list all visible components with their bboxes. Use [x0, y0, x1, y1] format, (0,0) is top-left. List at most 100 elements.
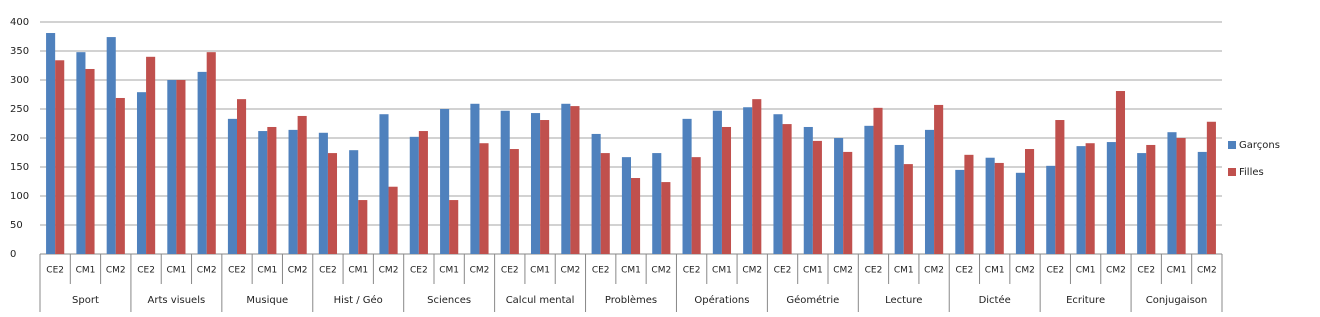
x-tick-label: CM1 [712, 266, 732, 276]
bar [1167, 132, 1177, 254]
bar [1146, 144, 1156, 254]
group-label: Dictée [979, 294, 1011, 306]
x-tick-label: CM2 [1197, 266, 1217, 276]
bar [834, 138, 844, 254]
bar [1025, 149, 1035, 254]
bar [1106, 142, 1116, 254]
bar [1206, 121, 1216, 254]
x-tick-label: CM1 [621, 266, 641, 276]
bar [176, 80, 186, 254]
x-tick-label: CM1 [985, 266, 1005, 276]
bar [327, 153, 338, 254]
group-label: Calcul mental [506, 295, 575, 306]
bar [994, 162, 1004, 254]
y-tick-label: 300 [10, 75, 29, 86]
bar [661, 182, 671, 254]
bar [358, 200, 368, 254]
group-label: Problèmes [605, 294, 657, 306]
bar [631, 178, 641, 254]
group-label: Hist / Géo [334, 294, 383, 306]
bar [46, 33, 56, 254]
x-tick-label: CM2 [1106, 266, 1126, 276]
legend-swatch [1228, 141, 1236, 149]
bar [449, 200, 459, 254]
x-tick-label: CE2 [956, 266, 974, 276]
bar [197, 71, 207, 254]
bar [349, 150, 359, 254]
y-tick-label: 0 [10, 249, 16, 260]
bar [76, 52, 86, 254]
x-tick-label: CE2 [592, 266, 610, 276]
bar [903, 164, 913, 254]
y-tick-label: 50 [10, 220, 23, 231]
x-tick-label: CM1 [439, 266, 459, 276]
bar [1115, 91, 1126, 255]
bar [540, 120, 550, 255]
bar [934, 104, 944, 254]
x-tick-label: CE2 [137, 266, 155, 276]
group-label: Conjugaison [1146, 295, 1207, 306]
bar [561, 103, 571, 254]
x-tick-label: CM2 [560, 266, 580, 276]
bar [873, 107, 883, 254]
x-tick-label: CE2 [865, 266, 883, 276]
y-tick-label: 150 [10, 162, 29, 173]
group-label: Géométrie [786, 294, 839, 306]
bar [297, 115, 307, 255]
bar [237, 99, 247, 254]
x-tick-label: CE2 [683, 266, 701, 276]
bar [621, 157, 631, 254]
bar [894, 144, 904, 254]
legend-label: Filles [1239, 167, 1264, 178]
x-tick-label: CM2 [742, 266, 762, 276]
bar [985, 157, 995, 254]
bar [682, 118, 692, 254]
bar [1137, 153, 1147, 254]
x-tick-label: CM2 [106, 266, 126, 276]
bar [843, 151, 853, 254]
y-tick-label: 250 [10, 104, 29, 115]
bar [652, 153, 662, 254]
bar [470, 103, 480, 254]
bar [258, 131, 268, 254]
x-tick-label: CM1 [894, 266, 914, 276]
bar [106, 37, 116, 254]
y-tick-label: 350 [10, 46, 29, 57]
bar [167, 80, 177, 254]
x-tick-label: CM2 [288, 266, 308, 276]
legend-swatch [1228, 168, 1236, 176]
x-tick-label: CM2 [470, 266, 490, 276]
x-tick-label: CM1 [76, 266, 96, 276]
bar [115, 97, 125, 254]
x-tick-label: CM2 [924, 266, 944, 276]
x-tick-label: CM1 [803, 266, 823, 276]
bar [479, 143, 489, 254]
y-tick-label: 200 [10, 133, 29, 144]
bar [1176, 138, 1186, 254]
bar [964, 154, 974, 254]
bar [530, 113, 541, 254]
bar [773, 114, 783, 254]
y-tick-label: 400 [10, 17, 29, 28]
group-label: Ecriture [1066, 295, 1105, 306]
bar [570, 106, 580, 254]
x-tick-label: CM2 [197, 266, 217, 276]
bar [418, 131, 428, 254]
x-tick-label: CM1 [166, 266, 186, 276]
bar [440, 109, 450, 254]
bar [721, 126, 732, 254]
x-tick-label: CM1 [257, 266, 277, 276]
bar [379, 114, 389, 254]
bar [1046, 165, 1056, 254]
x-tick-label: CM1 [1167, 266, 1187, 276]
bar [146, 56, 156, 254]
bar [409, 136, 419, 254]
x-tick-label: CM2 [833, 266, 853, 276]
group-label: Lecture [885, 295, 922, 306]
legend-label: Garçons [1239, 140, 1280, 151]
bar [712, 110, 722, 255]
group-label: Musique [246, 295, 288, 306]
x-tick-label: CE2 [410, 266, 428, 276]
x-tick-label: CE2 [1046, 266, 1064, 276]
